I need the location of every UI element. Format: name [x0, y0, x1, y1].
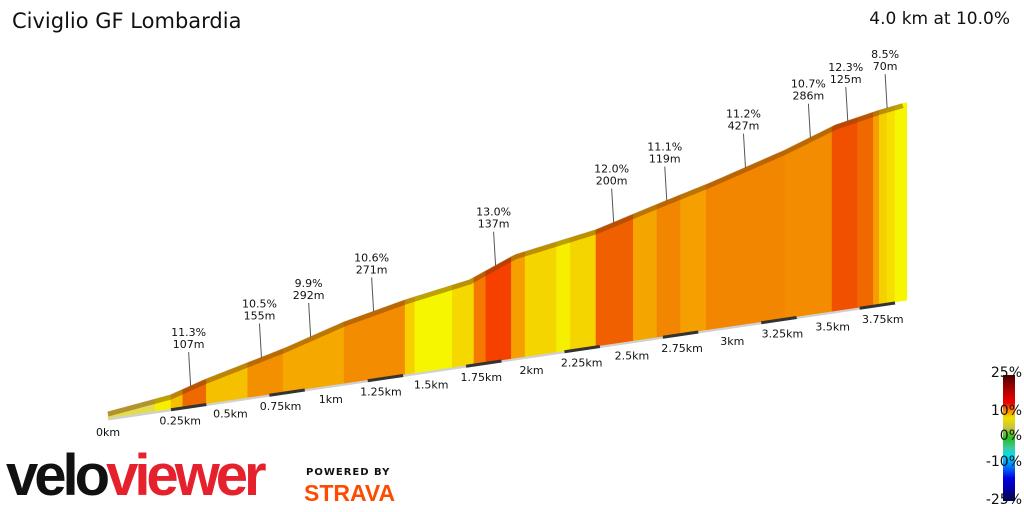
gradient-segment-4: [206, 362, 248, 404]
annotation-leader: [742, 133, 746, 168]
x-tick-label: 2.5km: [615, 349, 650, 362]
annotation-length: 107m: [173, 338, 205, 351]
chart-title: Civiglio GF Lombardia: [12, 9, 242, 33]
legend-label-10: 10%: [990, 403, 1022, 419]
annotation-length: 119m: [649, 153, 681, 166]
distance-dash: [564, 345, 601, 354]
annotation-grade: 9.9%: [295, 277, 323, 290]
distance-dash: [170, 403, 207, 412]
gradient-segment-18: [633, 204, 658, 341]
x-tick-label: 3km: [720, 335, 744, 348]
distance-dash: [662, 330, 699, 339]
annotation-length: 286m: [793, 90, 825, 103]
x-tick-label: 2km: [519, 364, 543, 377]
annotation-length: 155m: [244, 309, 276, 322]
annotation-grade: 11.3%: [171, 326, 206, 339]
annotation-grade: 13.0%: [476, 206, 511, 219]
annotation-length: 292m: [293, 289, 325, 302]
annotation-leader: [664, 166, 668, 201]
x-tick-label: 3.75km: [862, 313, 904, 326]
annotation-length: 70m: [873, 60, 898, 73]
gradient-segment-25: [873, 110, 880, 306]
annotation-leader: [188, 352, 192, 387]
distance-dash: [859, 301, 896, 310]
gradient-segment-27: [886, 105, 896, 304]
annotation-grade: 12.3%: [828, 61, 863, 74]
climb-summary: 4.0 km at 10.0%: [869, 9, 1010, 29]
annotation-grade: 10.6%: [354, 251, 389, 264]
x-tick-label: 0.5km: [213, 407, 248, 420]
x-tick-label: 0km: [96, 426, 120, 439]
annotation-leader: [807, 103, 811, 138]
annotation-grade: 8.5%: [871, 48, 899, 61]
x-tick-label: 2.75km: [661, 342, 703, 355]
annotation-length: 125m: [830, 73, 862, 86]
annotation-length: 137m: [478, 218, 510, 231]
gradient-segment-23: [831, 117, 858, 312]
annotation-leader: [845, 86, 849, 122]
gradient-segment-13: [511, 251, 526, 359]
gradient-segment-11: [473, 270, 487, 365]
distance-dash: [760, 316, 797, 325]
annotation-leader: [308, 302, 312, 337]
gradient-segment-0: [107, 398, 156, 419]
gradient-segment-9: [414, 285, 453, 374]
x-tick-label: 3.25km: [762, 328, 804, 341]
annotation-grade: 11.2%: [726, 108, 761, 121]
gradient-segment-20: [680, 184, 707, 334]
legend-label-0: 0%: [999, 428, 1022, 444]
gradient-segment-19: [656, 194, 681, 338]
x-tick-label: 0.75km: [260, 400, 302, 413]
annotation-length: 427m: [728, 120, 760, 133]
x-tick-label: 1km: [319, 393, 343, 406]
gradient-segment-26: [879, 107, 888, 305]
legend-label-25: 25%: [990, 365, 1022, 381]
gradient-segment-1: [154, 394, 172, 412]
gradient-segment-24: [857, 112, 874, 308]
distance-dash: [465, 359, 502, 368]
veloviewer-logo: veloviewer: [6, 443, 267, 508]
x-tick-label: 1.25km: [360, 386, 402, 399]
x-tick-label: 1.75km: [461, 371, 503, 384]
annotation-grade: 11.1%: [647, 141, 682, 154]
profile-top-edge: [107, 103, 904, 417]
gradient-segment-8: [404, 296, 416, 375]
x-tick-label: 2.25km: [561, 357, 603, 370]
distance-dash: [269, 388, 305, 397]
x-tick-label: 1.5km: [414, 378, 449, 391]
annotation-grade: 12.0%: [594, 163, 629, 176]
annotation-leader: [884, 74, 888, 109]
legend-label-minus10: -10%: [985, 454, 1022, 470]
annotation-length: 271m: [356, 263, 388, 276]
gradient-segment-17: [595, 214, 634, 347]
x-tick-label: 3.5km: [815, 320, 850, 333]
gradient-segment-6: [282, 321, 345, 393]
x-tick-label: 0.25km: [159, 415, 201, 428]
annotation-grade: 10.5%: [242, 297, 277, 310]
gradient-segment-16: [570, 229, 597, 351]
annotation-length: 200m: [596, 175, 628, 188]
annotation-leader: [611, 188, 615, 223]
gradient-segment-10: [452, 277, 475, 368]
annotation-leader: [493, 231, 497, 266]
gradient-segment-22: [784, 126, 833, 319]
gradient-segment-15: [556, 237, 571, 353]
annotation-leader: [371, 277, 375, 312]
legend-label-minus25: -25%: [985, 492, 1022, 508]
annotation-leader: [258, 323, 262, 358]
gradient-segment-5: [247, 348, 284, 398]
gradient-segment-21: [705, 150, 786, 331]
annotation-grade: 10.7%: [791, 78, 826, 91]
powered-by-text: POWERED BY: [306, 467, 391, 478]
gradient-colorbar: [1003, 375, 1015, 501]
gradient-segment-28: [894, 102, 908, 303]
gradient-segment-14: [524, 241, 557, 357]
strava-logo: STRAVA: [304, 480, 396, 506]
distance-dash: [367, 374, 404, 383]
